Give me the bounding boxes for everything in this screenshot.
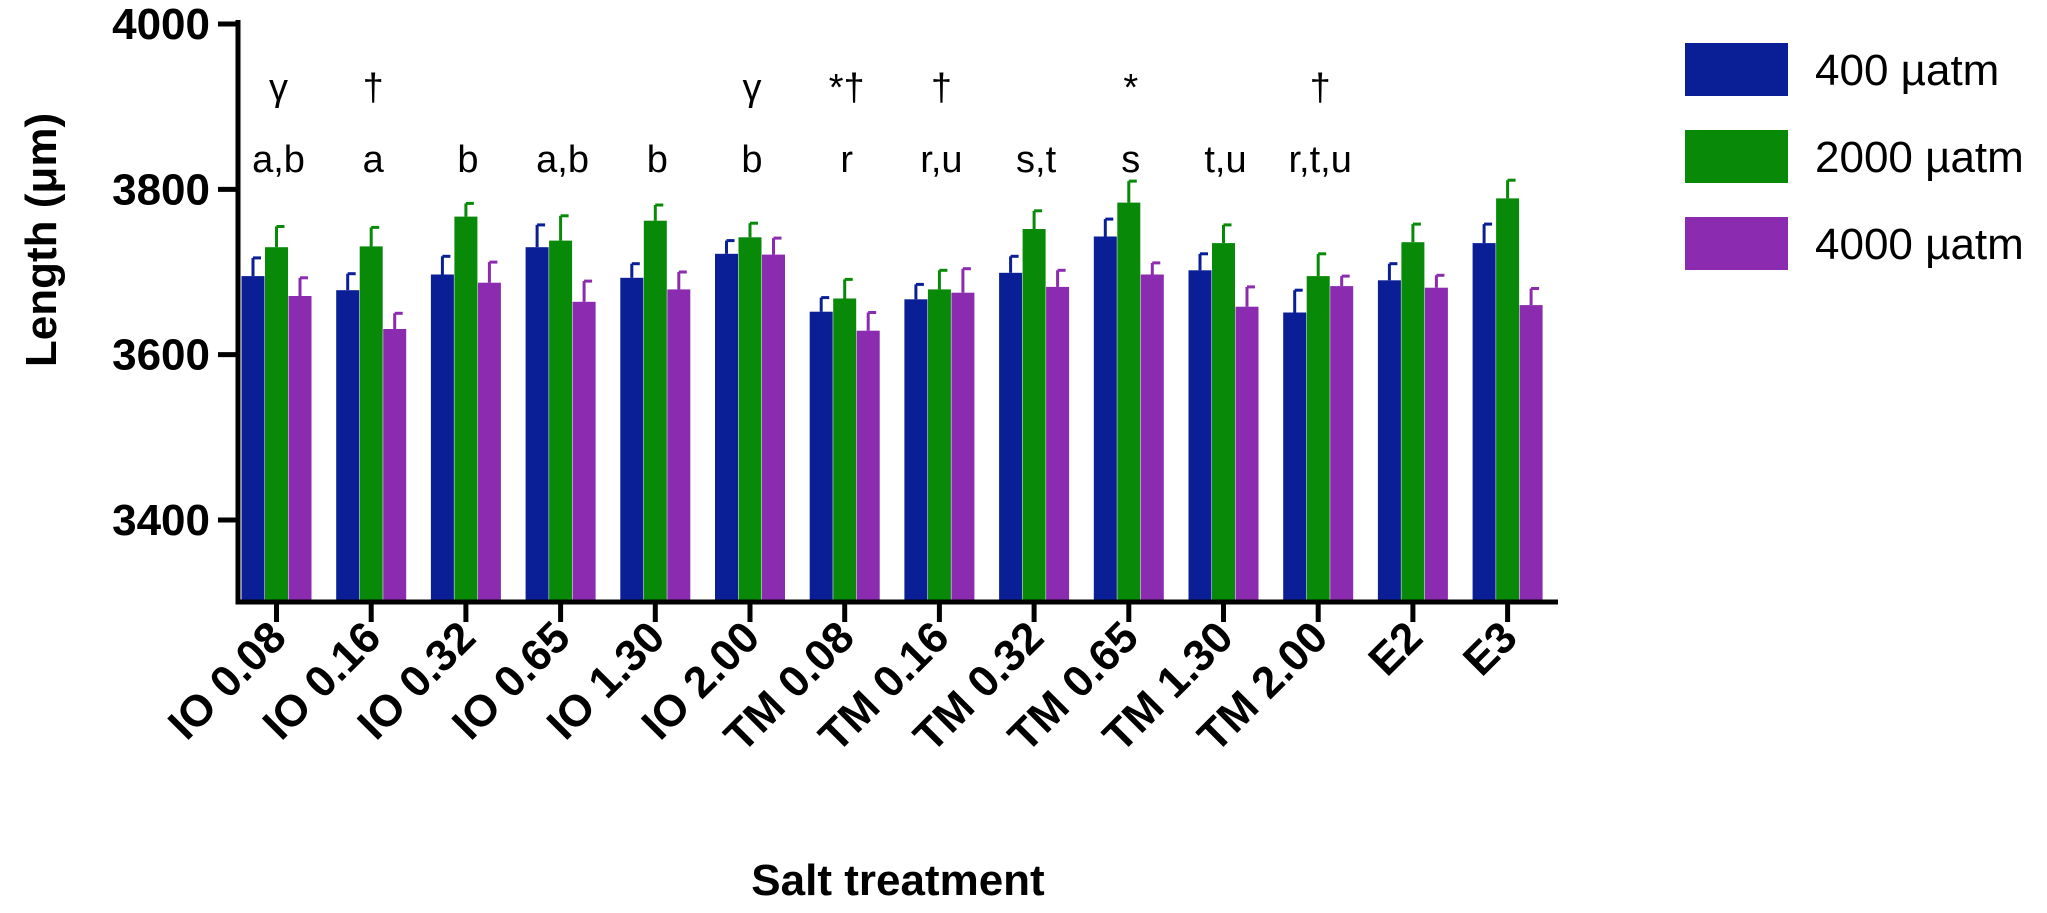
bar-s3-13 [1519,305,1543,602]
significance-letters-7: r,u [920,139,962,181]
bar-s1-0 [241,276,265,602]
bar-s3-9 [1140,274,1164,602]
legend-label-3: 4000 µatm [1815,220,2024,269]
bar-s1-10 [1188,270,1212,602]
significance-letters-2: b [457,139,478,181]
legend-label-2: 2000 µatm [1815,133,2024,182]
significance-letters-6: r [840,139,853,181]
legend-swatch-1 [1685,43,1788,96]
bar-s3-8 [1046,286,1070,602]
axes-layer [218,20,1558,622]
x-axis-title: Salt treatment [751,856,1045,905]
bar-s3-7 [951,292,975,602]
significance-symbol-9: * [1123,67,1138,109]
significance-symbol-7: † [931,67,952,109]
bar-s3-10 [1235,306,1259,602]
bar-s1-9 [1093,236,1117,602]
bar-s1-7 [904,299,928,602]
x-tick-label-12: E2 [1359,612,1432,685]
y-tick-label-3600: 3600 [112,331,210,380]
significance-symbol-6: *† [829,67,865,109]
significance-symbol-11: † [1310,67,1331,109]
legend: 400 µatm 2000 µatm 4000 µatm [1685,43,2024,270]
bars-layer [241,178,1543,603]
bar-s2-10 [1212,243,1235,602]
legend-swatch-3 [1685,217,1788,270]
significance-letters-9: s [1121,139,1140,181]
bar-s2-9 [1117,202,1141,602]
bar-s1-3 [525,247,549,602]
bar-s3-1 [383,329,407,602]
bar-s1-11 [1283,312,1307,602]
significance-letters-8: s,t [1016,139,1057,181]
bar-s1-1 [336,290,360,602]
significance-symbol-1: † [363,67,384,109]
y-tick-label-4000: 4000 [112,0,210,49]
bar-s3-5 [762,254,785,602]
bar-s1-8 [999,272,1023,602]
legend-swatch-2 [1685,130,1788,183]
significance-letters-4: b [647,139,668,181]
y-axis-title: Length (μm) [17,113,66,367]
bar-s2-0 [265,247,288,602]
bar-s3-6 [856,330,880,602]
bar-s1-5 [715,253,738,603]
bar-s2-4 [643,220,667,602]
bar-s2-6 [833,298,857,602]
bar-s3-3 [572,301,596,602]
y-tick-label-3400: 3400 [112,496,210,545]
significance-letters-11: r,t,u [1289,139,1352,181]
significance-letters-5: b [741,139,762,181]
bar-s1-4 [620,277,644,602]
bar-s1-6 [809,311,833,602]
bar-s3-12 [1424,287,1448,602]
bar-s1-13 [1472,243,1496,602]
bar-s2-5 [738,237,762,603]
significance-symbol-0: γ [269,67,288,109]
bar-s3-0 [288,296,312,602]
significance-letters-1: a [363,139,385,181]
bar-s2-8 [1022,229,1046,602]
bar-s2-1 [359,246,383,602]
bar-s1-12 [1377,280,1401,602]
significance-letters-0: a,b [252,139,305,181]
bar-s2-3 [549,240,573,602]
bar-s2-12 [1401,242,1425,602]
y-tick-label-3800: 3800 [112,165,210,214]
bar-s3-2 [477,282,501,602]
significance-letters-10: t,u [1204,139,1246,181]
significance-letters-3: a,b [536,139,589,181]
bar-s3-4 [667,289,691,602]
bar-s2-13 [1496,198,1520,602]
significance-symbol-5: γ [743,67,762,109]
x-tick-label-13: E3 [1454,612,1527,685]
bar-s3-11 [1330,286,1354,602]
bar-s2-7 [927,289,951,602]
legend-label-1: 400 µatm [1815,46,1999,95]
bar-s2-11 [1306,276,1330,602]
bar-s2-2 [454,216,478,602]
bar-s1-2 [430,274,454,602]
